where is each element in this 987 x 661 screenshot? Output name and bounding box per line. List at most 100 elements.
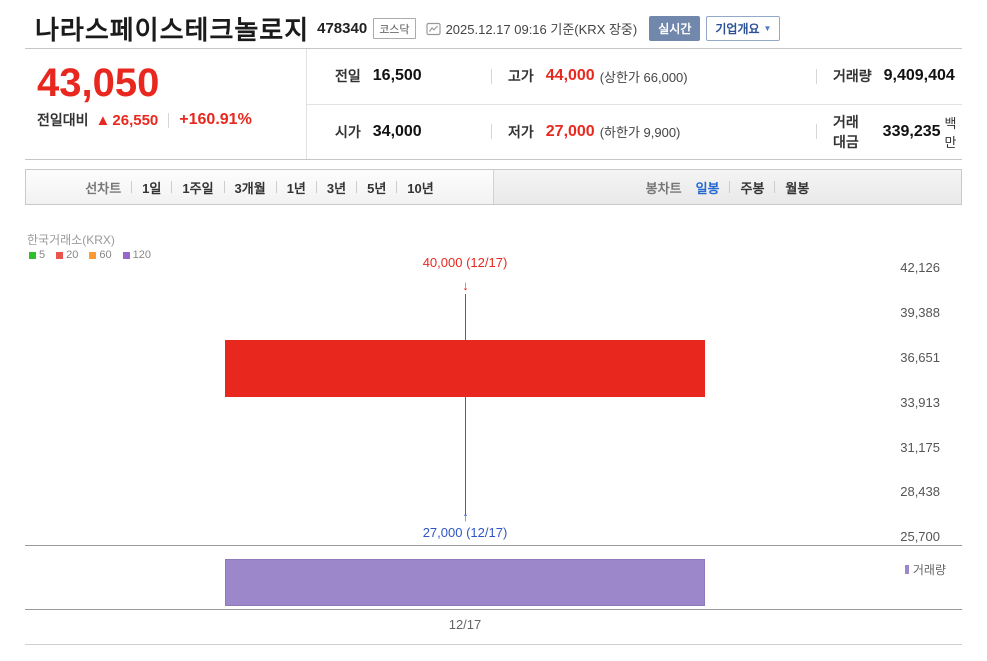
quote-box: 43,050 전일대비 ▲ 26,550 +160.91% 전일 16,500 … <box>25 48 962 160</box>
candle-chart-group: 봉차트 일봉 주봉 월봉 <box>493 170 961 204</box>
quote-row-1: 전일 16,500 고가 44,000 (상한가 66,000) 거래량 9,4… <box>307 49 962 104</box>
change-value: 26,550 <box>112 111 159 129</box>
current-price: 43,050 <box>37 61 160 105</box>
volume-chart-baseline <box>25 609 962 610</box>
ma20-label: 20 <box>66 249 79 261</box>
stock-code: 478340 <box>317 19 368 37</box>
chart-source: 한국거래소(KRX) <box>27 233 115 247</box>
y-axis-tick: 28,438 <box>900 484 940 499</box>
high-value: 44,000 <box>545 67 595 85</box>
quote-datetime: 2025.12.17 09:16 기준(KRX 장중) <box>445 21 638 37</box>
x-axis-label: 12/17 <box>448 617 482 632</box>
y-axis-tick: 36,651 <box>900 350 940 365</box>
ma5-legend-item: 5 <box>29 249 45 261</box>
period-10year[interactable]: 10년 <box>407 180 434 196</box>
prev-close-cell: 전일 16,500 <box>335 66 475 86</box>
candle-daily[interactable]: 일봉 <box>695 180 720 196</box>
price-area: 43,050 전일대비 ▲ 26,550 +160.91% <box>25 49 306 159</box>
volume-legend: 거래량 <box>904 561 946 578</box>
y-axis-tick: 31,175 <box>900 440 940 455</box>
amount-value: 339,235 <box>882 122 941 140</box>
candlestick-chart: 한국거래소(KRX) 5 20 60 120 42,126 39,388 36,… <box>25 228 962 646</box>
divider <box>275 181 277 193</box>
low-value: 27,000 <box>545 122 595 140</box>
y-axis-tick: 42,126 <box>900 260 940 275</box>
divider <box>491 68 492 84</box>
realtime-button[interactable]: 실시간 <box>649 15 701 41</box>
divider <box>223 181 225 193</box>
period-5year[interactable]: 5년 <box>367 180 387 196</box>
ma120-legend-item: 120 <box>122 249 151 261</box>
ma120-label: 120 <box>132 249 151 261</box>
quote-grid: 전일 16,500 고가 44,000 (상한가 66,000) 거래량 9,4… <box>306 49 962 159</box>
up-arrow-icon: ↑ <box>462 509 469 524</box>
divider <box>131 181 133 193</box>
change-arrow-icon: ▲ <box>95 111 111 129</box>
divider <box>491 124 492 140</box>
open-cell: 시가 34,000 <box>335 122 475 142</box>
ma5-label: 5 <box>39 249 46 261</box>
divider <box>315 181 317 193</box>
line-chart-group: 선차트 1일 1주일 3개월 1년 3년 5년 10년 <box>26 170 493 204</box>
divider <box>816 124 817 140</box>
prev-close-label: 전일 <box>335 68 361 85</box>
chart-date-icon <box>425 21 441 36</box>
change-label: 전일대비 <box>37 112 89 128</box>
period-3month[interactable]: 3개월 <box>234 180 266 196</box>
quote-row-2: 시가 34,000 저가 27,000 (하한가 9,900) 거래대금 339… <box>307 103 962 160</box>
low-cell: 저가 27,000 (하한가 9,900) <box>508 122 800 142</box>
price-chart-baseline <box>25 545 962 546</box>
candle-wick <box>465 294 466 514</box>
low-annotation: 27,000 (12/17) <box>422 525 508 540</box>
caret-down-icon: ▼ <box>763 23 772 33</box>
market-badge: 코스닥 <box>373 17 416 39</box>
period-1day[interactable]: 1일 <box>142 180 162 196</box>
ma20-legend-item: 20 <box>56 249 78 261</box>
candle-monthly[interactable]: 월봉 <box>785 180 810 196</box>
candle-chart-label[interactable]: 봉차트 <box>645 180 682 196</box>
change-percent: +160.91% <box>179 111 252 128</box>
change-row: 전일대비 ▲ 26,550 +160.91% <box>37 110 306 130</box>
lower-limit: (하한가 9,900) <box>599 125 681 141</box>
volume-value: 9,409,404 <box>883 67 955 85</box>
divider <box>396 181 398 193</box>
open-label: 시가 <box>335 123 361 140</box>
amount-label: 거래대금 <box>833 113 859 150</box>
divider <box>729 181 731 193</box>
company-overview-button[interactable]: 기업개요 ▼ <box>706 15 781 41</box>
ma60-label: 60 <box>99 249 112 261</box>
divider <box>168 112 170 128</box>
divider <box>356 181 358 193</box>
down-arrow-icon: ↓ <box>462 278 469 293</box>
period-3year[interactable]: 3년 <box>326 180 347 196</box>
open-value: 34,000 <box>372 122 422 140</box>
chart-toolbar: 선차트 1일 1주일 3개월 1년 3년 5년 10년 봉차트 일봉 주봉 월봉 <box>25 169 962 205</box>
bottom-divider <box>25 644 962 645</box>
stock-name: 나라스페이스테크놀로지 <box>35 14 310 45</box>
divider <box>171 181 173 193</box>
ma20-swatch <box>56 251 64 259</box>
line-chart-label[interactable]: 선차트 <box>85 180 122 196</box>
divider <box>816 68 817 84</box>
volume-cell: 거래량 9,409,404 <box>833 66 962 86</box>
amount-cell: 거래대금 339,235 백만 <box>833 112 962 152</box>
high-cell: 고가 44,000 (상한가 66,000) <box>508 66 800 86</box>
volume-swatch <box>904 565 909 574</box>
upper-limit: (상한가 66,000) <box>599 69 688 85</box>
volume-bar <box>225 559 705 606</box>
moving-average-legend: 5 20 60 120 <box>29 249 151 261</box>
period-1week[interactable]: 1주일 <box>182 180 214 196</box>
header: 나라스페이스테크놀로지 478340 코스닥 2025.12.17 09:16 … <box>0 0 987 48</box>
y-axis-tick: 25,700 <box>900 529 940 544</box>
divider <box>774 181 776 193</box>
y-axis-tick: 39,388 <box>900 305 940 320</box>
period-1year[interactable]: 1년 <box>286 180 306 196</box>
ma120-swatch <box>122 251 130 259</box>
high-annotation: 40,000 (12/17) <box>422 255 508 270</box>
candle-weekly[interactable]: 주봉 <box>740 180 765 196</box>
amount-unit: 백만 <box>944 115 957 150</box>
volume-label: 거래량 <box>833 68 872 85</box>
volume-legend-label: 거래량 <box>912 563 946 577</box>
ma60-legend-item: 60 <box>89 249 112 261</box>
